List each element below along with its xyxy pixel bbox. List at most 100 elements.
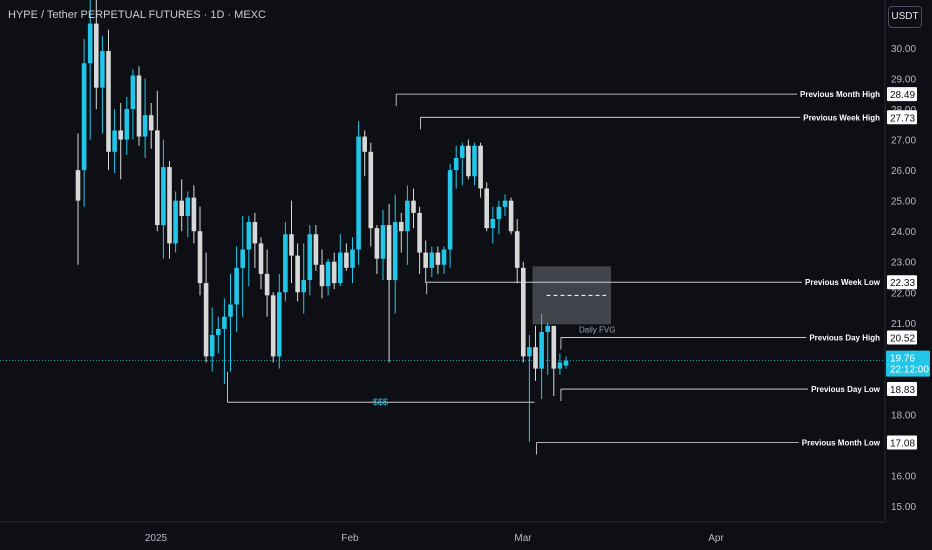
level-name-bg bbox=[797, 89, 884, 101]
candle-body bbox=[228, 304, 233, 317]
candle-body bbox=[478, 145, 483, 189]
current-price-label: 19.76 bbox=[890, 354, 915, 365]
candle-body bbox=[508, 200, 514, 232]
candle-body bbox=[118, 130, 123, 140]
price-tick-label: 25.00 bbox=[891, 197, 916, 208]
candle-body bbox=[216, 328, 221, 336]
candle-body bbox=[411, 200, 416, 213]
candle-body bbox=[264, 273, 270, 296]
candle-body bbox=[423, 252, 428, 268]
price-tick-label: 22.00 bbox=[891, 288, 916, 299]
price-tick-label: 23.00 bbox=[891, 258, 916, 269]
candle-body bbox=[484, 188, 489, 229]
candle-body bbox=[124, 109, 130, 140]
candle-body bbox=[222, 316, 227, 329]
level-name-label: Previous Week Low bbox=[805, 278, 881, 287]
price-tick-label: 18.00 bbox=[891, 410, 916, 421]
candle-body bbox=[319, 264, 325, 287]
chart-title: HYPE / Tether PERPETUAL FUTURES · 1D · M… bbox=[8, 9, 266, 21]
candle-body bbox=[155, 130, 160, 226]
sss-label: $$$ bbox=[373, 397, 388, 407]
price-tick-label: 16.00 bbox=[891, 471, 916, 482]
candle-body bbox=[533, 347, 538, 369]
candle-body bbox=[399, 222, 404, 232]
candle-body bbox=[356, 136, 361, 250]
price-tick-label: 29.00 bbox=[891, 75, 916, 86]
level-value-box bbox=[887, 87, 917, 102]
candle-body bbox=[405, 200, 410, 232]
level-name-bg bbox=[798, 437, 884, 449]
candle-body bbox=[75, 170, 81, 201]
candle-body bbox=[258, 243, 264, 274]
candle-body bbox=[185, 197, 191, 216]
candle-body bbox=[545, 325, 550, 332]
candle-body bbox=[289, 234, 294, 256]
candle-body bbox=[106, 51, 111, 152]
candle-body bbox=[496, 206, 502, 219]
candle-body bbox=[447, 170, 453, 250]
candle-body bbox=[142, 115, 148, 137]
candle-body bbox=[246, 222, 252, 250]
candle-body bbox=[563, 360, 569, 366]
candle-body bbox=[466, 145, 471, 177]
candle-body bbox=[307, 234, 313, 281]
candle-body bbox=[374, 228, 380, 259]
candle-body bbox=[240, 249, 245, 268]
level-name-label: Previous Month Low bbox=[802, 438, 881, 447]
candle-body bbox=[435, 252, 441, 265]
candle-body bbox=[453, 157, 459, 171]
level-name-label: Previous Week High bbox=[803, 113, 880, 122]
candle-body bbox=[313, 234, 319, 265]
level-value-label: 22.33 bbox=[890, 278, 915, 289]
level-value-box bbox=[887, 275, 917, 290]
candle-body bbox=[460, 145, 465, 158]
candle-body bbox=[472, 145, 477, 177]
candle-body bbox=[136, 75, 142, 137]
candle-body bbox=[386, 225, 392, 281]
candle-body bbox=[87, 23, 93, 64]
time-tick-label: Mar bbox=[514, 533, 532, 544]
candle-body bbox=[270, 295, 276, 357]
price-tick-label: 15.00 bbox=[891, 502, 916, 513]
level-name-bg bbox=[802, 277, 884, 289]
candle-body bbox=[283, 234, 288, 293]
candle-body bbox=[277, 292, 282, 357]
candle-body bbox=[331, 261, 337, 284]
candle-body bbox=[161, 167, 166, 226]
level-value-box bbox=[887, 330, 917, 345]
candle-body bbox=[551, 325, 557, 369]
candle-body bbox=[295, 255, 300, 293]
candle-body bbox=[179, 200, 184, 216]
level-value-label: 20.52 bbox=[890, 333, 915, 344]
level-value-label: 27.73 bbox=[890, 113, 915, 124]
candle-body bbox=[344, 252, 349, 268]
candle-body bbox=[148, 115, 154, 131]
level-value-box bbox=[887, 110, 917, 125]
candle-body bbox=[429, 252, 435, 268]
candle-body bbox=[514, 231, 520, 268]
candle-body bbox=[380, 225, 386, 259]
currency-button[interactable]: USDT bbox=[888, 6, 922, 28]
candle-body bbox=[203, 283, 209, 357]
level-value-label: 17.08 bbox=[890, 438, 915, 449]
candle-body bbox=[392, 222, 398, 281]
candle-body bbox=[338, 252, 343, 284]
level-name-bg bbox=[800, 112, 884, 124]
candle-body bbox=[130, 75, 136, 110]
time-tick-label: 2025 bbox=[145, 533, 168, 544]
price-tick-label: 24.00 bbox=[891, 227, 916, 238]
candle-body bbox=[350, 249, 355, 268]
level-value-box bbox=[887, 382, 917, 397]
fvg-label: Daily FVG bbox=[579, 325, 615, 334]
countdown-label: 22:12:00 bbox=[890, 365, 929, 376]
level-name-bg bbox=[808, 384, 884, 396]
candle-body bbox=[252, 222, 258, 244]
time-tick-label: Feb bbox=[341, 533, 359, 544]
candle-body bbox=[197, 231, 203, 284]
current-price-box bbox=[886, 350, 930, 377]
candle-body bbox=[527, 347, 532, 357]
price-tick-label: 30.00 bbox=[891, 44, 916, 55]
candle-body bbox=[112, 130, 117, 152]
